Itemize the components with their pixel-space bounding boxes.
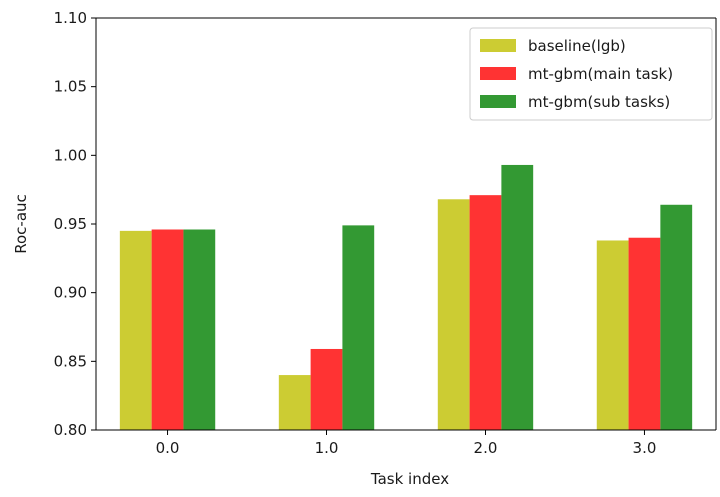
bar-baseline-lgb--0.0 (119, 230, 152, 430)
x-tick-label: 0.0 (156, 439, 180, 457)
y-tick-label: 1.00 (54, 146, 87, 164)
bar-mt-gbm-main-task--0.0 (151, 229, 184, 430)
legend-box (469, 27, 713, 121)
y-tick-label: 0.95 (54, 215, 87, 233)
y-tick-label: 0.80 (54, 421, 87, 439)
bar-mt-gbm-sub-tasks--3.0 (660, 204, 693, 430)
x-axis-title: Task index (370, 470, 449, 488)
bar-baseline-lgb--2.0 (437, 199, 470, 430)
legend-label: baseline(lgb) (528, 37, 626, 55)
x-tick-label: 1.0 (315, 439, 339, 457)
bar-mt-gbm-sub-tasks--1.0 (342, 225, 375, 430)
y-axis-title: Roc-auc (12, 194, 30, 254)
y-tick-label: 0.90 (54, 284, 87, 302)
bar-baseline-lgb--1.0 (278, 375, 311, 430)
bar-mt-gbm-main-task--2.0 (469, 195, 502, 430)
y-tick-label: 1.10 (54, 9, 87, 27)
legend: baseline(lgb) mt-gbm(main task) mt-gbm(sub… (469, 27, 713, 121)
x-tick-label: 3.0 (633, 439, 657, 457)
bar-mt-gbm-sub-tasks--0.0 (183, 229, 216, 430)
bar-baseline-lgb--3.0 (596, 240, 629, 430)
legend-label: mt-gbm(sub tasks) (528, 93, 670, 111)
axes: 0.80 0.85 0.90 0.95 1.00 1.05 1.10 0.0 1.0 2.0 3.0 (54, 9, 717, 457)
legend-swatch (480, 39, 516, 52)
legend-swatch (480, 95, 516, 108)
x-tick-label: 2.0 (474, 439, 498, 457)
bars (119, 164, 693, 431)
bar-mt-gbm-main-task--3.0 (628, 237, 661, 430)
y-tick-label: 1.05 (54, 78, 87, 96)
legend-swatch (480, 67, 516, 80)
y-tick-label: 0.85 (54, 352, 87, 370)
bar-mt-gbm-main-task--1.0 (310, 348, 343, 430)
legend-label: mt-gbm(main task) (528, 65, 673, 83)
bar-mt-gbm-sub-tasks--2.0 (501, 164, 534, 431)
